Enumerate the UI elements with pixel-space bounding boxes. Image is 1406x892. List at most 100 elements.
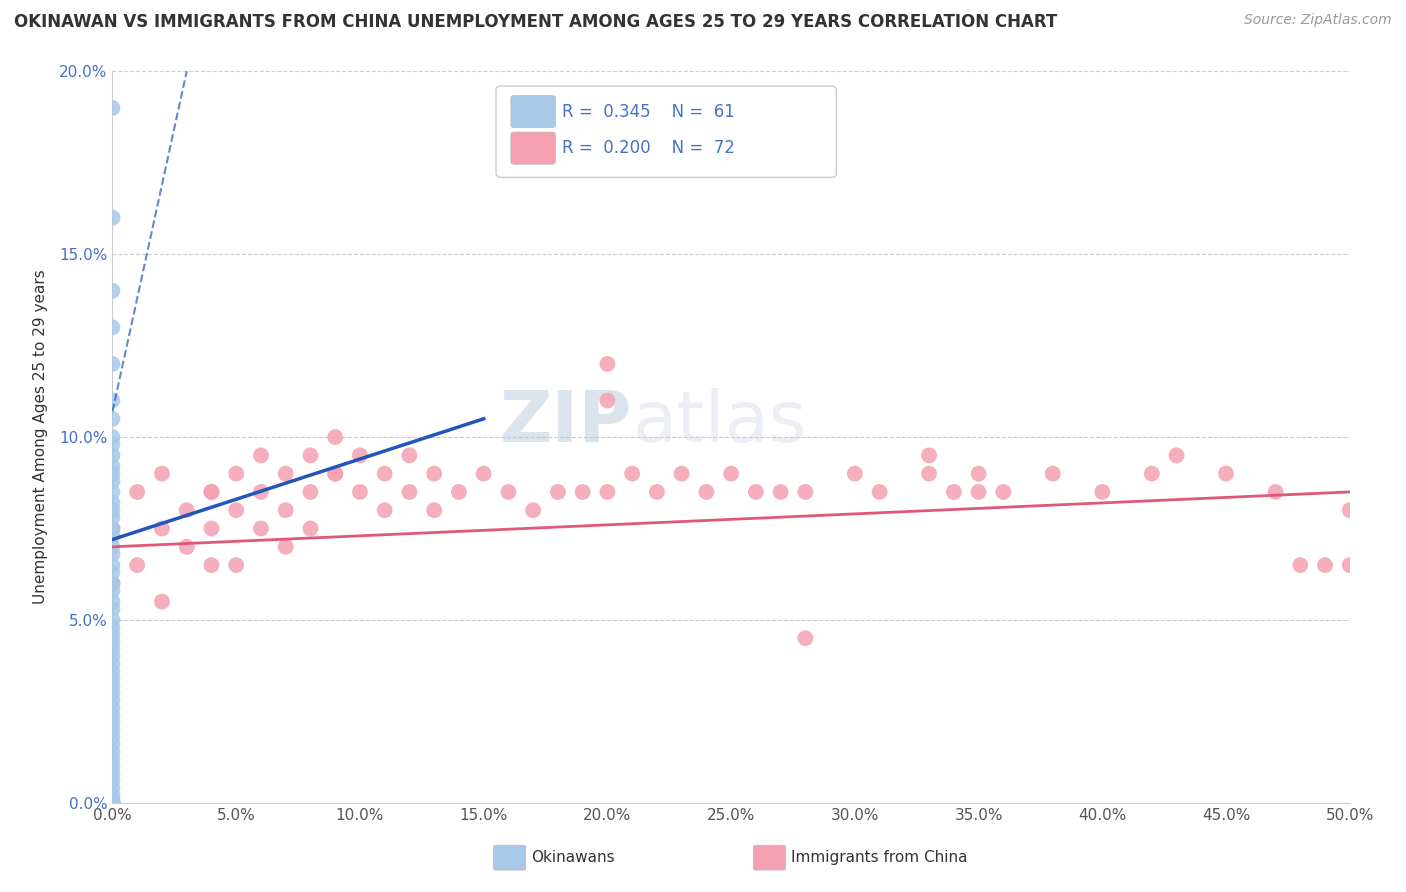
Point	[1339, 558, 1361, 573]
Point	[101, 796, 124, 810]
Point	[645, 485, 668, 500]
Point	[498, 485, 520, 500]
Point	[794, 485, 817, 500]
Point	[349, 448, 371, 462]
Point	[101, 566, 124, 580]
Point	[200, 521, 222, 535]
Point	[101, 320, 124, 334]
Point	[127, 485, 149, 500]
Point	[101, 503, 124, 517]
Point	[101, 529, 124, 543]
Point	[323, 430, 346, 444]
Point	[423, 467, 446, 481]
Point	[101, 357, 124, 371]
Point	[323, 467, 346, 481]
Point	[101, 789, 124, 803]
Point	[869, 485, 891, 500]
Point	[101, 759, 124, 773]
Point	[225, 558, 247, 573]
Point	[200, 485, 222, 500]
Point	[101, 594, 124, 608]
Point	[1042, 467, 1064, 481]
Point	[101, 412, 124, 426]
Point	[101, 627, 124, 641]
Point	[101, 664, 124, 678]
Point	[101, 773, 124, 788]
Point	[1215, 467, 1237, 481]
Point	[398, 485, 420, 500]
Point	[274, 503, 297, 517]
Point	[101, 459, 124, 474]
Point	[695, 485, 717, 500]
Point	[101, 796, 124, 810]
Point	[596, 357, 619, 371]
Point	[101, 796, 124, 810]
Point	[150, 594, 173, 608]
Point	[374, 503, 396, 517]
Point	[101, 437, 124, 451]
Point	[127, 558, 149, 573]
Point	[101, 752, 124, 766]
Point	[101, 796, 124, 810]
Text: Immigrants from China: Immigrants from China	[790, 850, 967, 865]
Point	[101, 796, 124, 810]
Point	[423, 503, 446, 517]
Point	[101, 521, 124, 535]
Point	[150, 521, 173, 535]
Point	[250, 521, 273, 535]
Text: R =  0.345    N =  61: R = 0.345 N = 61	[561, 103, 734, 120]
Point	[1339, 503, 1361, 517]
Point	[398, 448, 420, 462]
Point	[101, 796, 124, 810]
Point	[101, 679, 124, 693]
Point	[274, 467, 297, 481]
FancyBboxPatch shape	[510, 95, 555, 128]
Point	[101, 576, 124, 591]
Point	[101, 547, 124, 561]
Point	[101, 686, 124, 700]
Point	[101, 715, 124, 730]
FancyBboxPatch shape	[510, 132, 555, 164]
Point	[101, 101, 124, 115]
Point	[101, 211, 124, 225]
Point	[101, 467, 124, 481]
Point	[671, 467, 693, 481]
Point	[349, 485, 371, 500]
Point	[101, 796, 124, 810]
Point	[596, 485, 619, 500]
Point	[101, 540, 124, 554]
Point	[101, 766, 124, 780]
Point	[1264, 485, 1286, 500]
Point	[200, 558, 222, 573]
Point	[374, 467, 396, 481]
Point	[942, 485, 965, 500]
Point	[101, 521, 124, 535]
Text: Source: ZipAtlas.com: Source: ZipAtlas.com	[1244, 13, 1392, 28]
Point	[250, 485, 273, 500]
Text: R =  0.200    N =  72: R = 0.200 N = 72	[561, 139, 734, 157]
Point	[993, 485, 1015, 500]
Point	[200, 485, 222, 500]
Point	[1140, 467, 1163, 481]
Point	[447, 485, 470, 500]
Point	[967, 485, 990, 500]
Point	[101, 620, 124, 634]
Point	[101, 635, 124, 649]
Point	[225, 467, 247, 481]
Point	[101, 496, 124, 510]
Point	[101, 737, 124, 751]
FancyBboxPatch shape	[754, 846, 786, 870]
Point	[101, 613, 124, 627]
Point	[769, 485, 792, 500]
Point	[101, 700, 124, 714]
Point	[299, 485, 322, 500]
Point	[1289, 558, 1312, 573]
Point	[101, 745, 124, 759]
Point	[101, 485, 124, 500]
Point	[299, 448, 322, 462]
Point	[150, 467, 173, 481]
Point	[1166, 448, 1188, 462]
Point	[101, 576, 124, 591]
Point	[101, 558, 124, 573]
FancyBboxPatch shape	[494, 846, 526, 870]
